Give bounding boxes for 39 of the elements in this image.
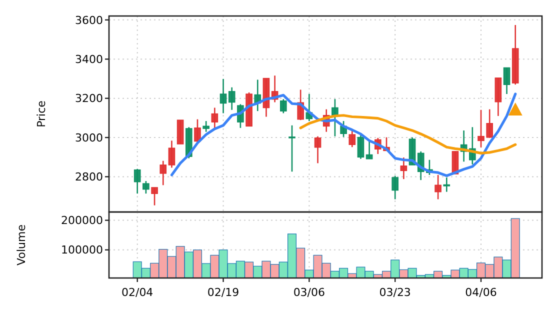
y-tick-label: 3000: [75, 131, 103, 144]
y-tick-label: 100000: [61, 244, 103, 257]
candlestick: [392, 175, 398, 200]
candlestick: [176, 119, 184, 145]
y-tick-label: 3600: [75, 14, 103, 27]
candlestick: [357, 134, 364, 160]
candlestick: [211, 107, 218, 129]
y-tick-label: 3200: [75, 92, 103, 106]
candlestick: [314, 136, 322, 164]
y-tick-label: 2800: [75, 170, 103, 184]
candlestick: [443, 176, 450, 192]
x-tick-label: 02/04: [122, 286, 154, 299]
candlestick: [280, 98, 287, 114]
candlestick: [142, 180, 150, 194]
candlestick: [400, 156, 408, 180]
candlestick: [220, 78, 227, 114]
candlestick: [494, 77, 502, 117]
y-tick-label: 3400: [75, 52, 103, 66]
candlestick: [228, 86, 236, 111]
candlestick: [366, 140, 373, 160]
candlestick: [134, 168, 141, 194]
candlestick: [168, 140, 176, 168]
candlestick: [503, 67, 510, 95]
candlestick: [160, 160, 167, 186]
candlestick: [348, 128, 356, 148]
x-tick-label: 02/19: [207, 286, 240, 299]
x-tick-label: 04/06: [465, 286, 497, 299]
candlestick: [151, 186, 158, 206]
y-axis-title: Volume: [15, 224, 28, 266]
line-series: [170, 92, 517, 178]
x-tick-label: 03/06: [293, 286, 326, 299]
x-tick-label: 03/23: [379, 286, 411, 299]
candlestick: [194, 118, 201, 144]
y-tick-label: 200000: [61, 214, 103, 228]
y-axis-title: Price: [35, 100, 48, 128]
candlestick: [202, 120, 210, 132]
candlestick: [332, 98, 338, 137]
candlestick: [434, 174, 442, 200]
candlestick: [288, 124, 296, 172]
